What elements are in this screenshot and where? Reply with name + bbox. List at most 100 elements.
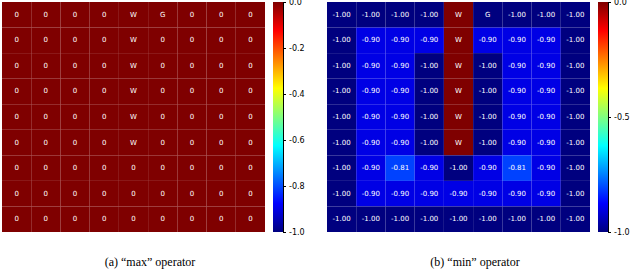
cell bbox=[356, 79, 385, 105]
cell-label: -0.90 bbox=[537, 113, 555, 121]
cell bbox=[444, 2, 473, 28]
cell bbox=[415, 2, 444, 28]
cell bbox=[90, 206, 119, 232]
cell-label: -0.90 bbox=[537, 190, 555, 198]
cell bbox=[473, 2, 502, 28]
cell-label: -1.00 bbox=[449, 215, 467, 223]
cell-label: G bbox=[485, 11, 490, 19]
cell bbox=[502, 206, 531, 232]
cell bbox=[60, 130, 89, 156]
cells bbox=[2, 2, 265, 232]
cell-label: W bbox=[130, 139, 137, 147]
cell bbox=[60, 28, 89, 54]
cell-label: 0 bbox=[73, 215, 77, 223]
cell-label: 0 bbox=[160, 164, 164, 172]
cell bbox=[60, 2, 89, 28]
cell-label: 0 bbox=[190, 164, 194, 172]
cell bbox=[502, 104, 531, 130]
cell-label: -1.00 bbox=[566, 190, 584, 198]
cell bbox=[444, 181, 473, 207]
cell bbox=[473, 28, 502, 54]
cell-label: W bbox=[130, 11, 137, 19]
cell bbox=[207, 155, 236, 181]
cell bbox=[2, 104, 31, 130]
cell bbox=[60, 53, 89, 79]
cell-label: -1.00 bbox=[333, 215, 351, 223]
cell-label: -0.90 bbox=[537, 164, 555, 172]
cell-label: -0.90 bbox=[362, 190, 380, 198]
cell bbox=[236, 181, 265, 207]
cell-label: 0 bbox=[248, 139, 252, 147]
cell-label: 0 bbox=[102, 11, 106, 19]
cell bbox=[31, 130, 60, 156]
cell-label: 0 bbox=[248, 164, 252, 172]
cell bbox=[385, 130, 414, 156]
cell-label: -0.90 bbox=[508, 36, 526, 44]
cell-label: 0 bbox=[14, 36, 18, 44]
cell-label: 0 bbox=[248, 190, 252, 198]
cell bbox=[119, 2, 148, 28]
cell bbox=[31, 79, 60, 105]
colorbar-tick-mark bbox=[283, 48, 286, 49]
colorbar-tick-label: -1.0 bbox=[614, 228, 630, 237]
cell bbox=[90, 79, 119, 105]
cell bbox=[60, 155, 89, 181]
cell-label: -1.00 bbox=[420, 11, 438, 19]
cell bbox=[561, 79, 590, 105]
cell-label: 0 bbox=[14, 164, 18, 172]
cell bbox=[415, 155, 444, 181]
cell bbox=[177, 2, 206, 28]
cell bbox=[90, 181, 119, 207]
cell bbox=[327, 28, 356, 54]
cell-labels: -1.00-1.00-1.00-1.00WG-1.00-1.00-1.00-1.… bbox=[333, 11, 585, 223]
cell bbox=[444, 53, 473, 79]
cell bbox=[207, 104, 236, 130]
cell bbox=[148, 181, 177, 207]
cell-label: -0.90 bbox=[508, 113, 526, 121]
colorbar-tick-label: 0.0 bbox=[289, 0, 302, 7]
cell bbox=[356, 28, 385, 54]
cell bbox=[90, 130, 119, 156]
cell bbox=[415, 206, 444, 232]
cell-label: -0.90 bbox=[420, 164, 438, 172]
colorbar-tick-label: -0.5 bbox=[614, 113, 630, 122]
cell bbox=[502, 130, 531, 156]
cell-label: 0 bbox=[219, 11, 223, 19]
cell-label: W bbox=[455, 62, 462, 70]
cell bbox=[502, 79, 531, 105]
cell-label: -1.00 bbox=[420, 113, 438, 121]
colorbar-tick: -0.4 bbox=[283, 90, 305, 99]
cell bbox=[207, 53, 236, 79]
cell bbox=[2, 181, 31, 207]
cell bbox=[327, 2, 356, 28]
cell bbox=[119, 104, 148, 130]
cell-label: 0 bbox=[73, 113, 77, 121]
cell-label: W bbox=[455, 11, 462, 19]
cell-label: 0 bbox=[44, 87, 48, 95]
cell bbox=[473, 181, 502, 207]
cell bbox=[60, 181, 89, 207]
cell-label: -0.90 bbox=[420, 36, 438, 44]
cell bbox=[502, 181, 531, 207]
cell-label: 0 bbox=[14, 215, 18, 223]
cell-label: 0 bbox=[44, 164, 48, 172]
cell-label: 0 bbox=[102, 62, 106, 70]
cell-label: -1.00 bbox=[333, 36, 351, 44]
cell-label: 0 bbox=[14, 190, 18, 198]
colorbar-tick-label: -1.0 bbox=[289, 228, 305, 237]
cell bbox=[2, 130, 31, 156]
colorbar-axis: 0.0-0.2-0.4-0.6-0.8-1.0 bbox=[283, 0, 305, 237]
cell bbox=[148, 104, 177, 130]
cell-label: 0 bbox=[102, 190, 106, 198]
cell-label: 0 bbox=[190, 113, 194, 121]
cell-label: -1.00 bbox=[420, 87, 438, 95]
colorbar-axis-line bbox=[609, 3, 612, 233]
cell-label: -0.90 bbox=[391, 113, 409, 121]
cell bbox=[327, 181, 356, 207]
cell-label: -0.90 bbox=[362, 62, 380, 70]
cell bbox=[561, 206, 590, 232]
cell bbox=[60, 104, 89, 130]
cell-label: 0 bbox=[160, 36, 164, 44]
cell bbox=[148, 28, 177, 54]
cell-label: 0 bbox=[44, 139, 48, 147]
